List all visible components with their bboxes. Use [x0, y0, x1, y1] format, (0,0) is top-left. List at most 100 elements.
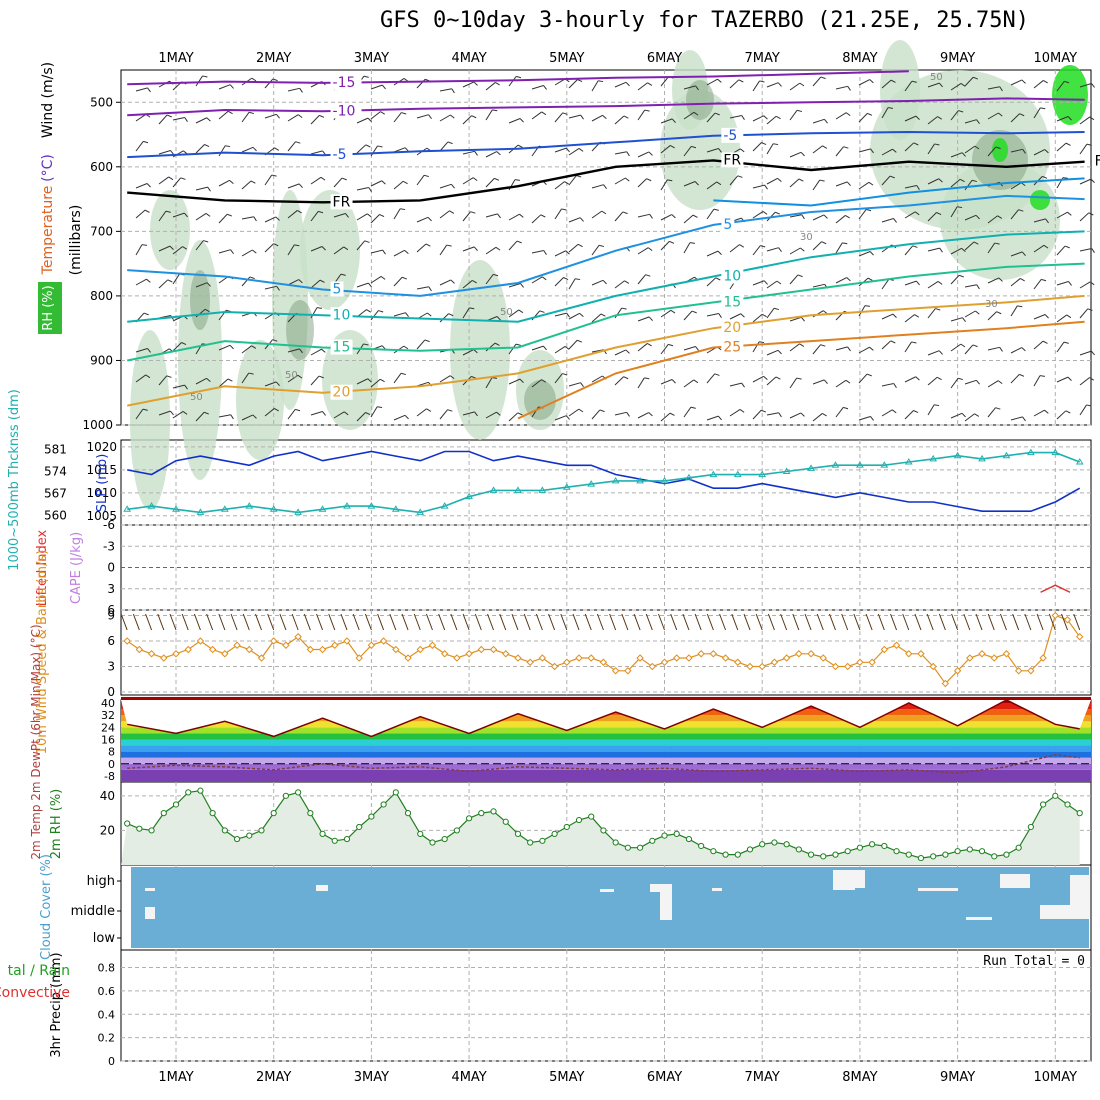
wind-barb-flag: [143, 312, 149, 316]
wind-barb-flag: [667, 179, 673, 182]
wind-barb: [683, 146, 692, 157]
wind-speed-point: [953, 667, 962, 675]
wind-barb: [485, 274, 494, 285]
wind-barb: [531, 214, 542, 224]
wind-barb-flag: [423, 174, 430, 178]
contour-label: FR: [333, 194, 351, 210]
wind-barb-flag: [515, 343, 521, 346]
contour-label: -5: [333, 147, 347, 163]
wind-barb-flag: [822, 145, 828, 149]
wind-speed-point: [978, 650, 986, 658]
wind-barb-flag: [717, 250, 722, 255]
wind-barb: [881, 148, 893, 156]
wind-barb-flag: [1022, 416, 1026, 422]
wind-barb-10m: [328, 613, 336, 631]
rh-point: [661, 832, 668, 839]
contour-label: 15: [333, 340, 351, 356]
wind-barb-flag: [623, 115, 629, 119]
wind-barb-flag: [893, 383, 897, 388]
wind-barb-flag: [295, 408, 301, 412]
wind-barb-flag: [318, 210, 324, 214]
wind-barb-flag: [669, 412, 675, 416]
wind-barb: [660, 145, 671, 154]
wind-barb: [789, 178, 800, 188]
wind-barb: [568, 382, 581, 387]
wind-speed-point: [367, 641, 376, 649]
wind-barb-flag: [167, 279, 173, 283]
wind-barb-flag: [759, 341, 765, 344]
wind-barb-flag: [1044, 149, 1049, 154]
wind-barb: [614, 177, 626, 185]
wind-barb: [683, 242, 691, 254]
wind-barb: [904, 280, 917, 286]
wind-barb-flag: [760, 245, 766, 248]
wind-barb: [568, 175, 577, 186]
wind-barb-10m: [438, 613, 446, 631]
x-day-label-bottom: 10MAY: [1034, 1070, 1078, 1085]
wind-barb: [591, 375, 603, 383]
rh-point: [978, 848, 986, 855]
wind-barb-flag: [1087, 308, 1093, 311]
wind-barb-flag: [916, 185, 920, 190]
wind-barb: [950, 317, 963, 322]
wind-barb: [356, 240, 366, 251]
wind-barb-flag: [276, 286, 280, 291]
contour-label-bg: [721, 127, 744, 143]
wind-barb: [218, 378, 229, 388]
wind-barb-10m: [291, 613, 299, 631]
wind-barb-flag: [1021, 251, 1026, 256]
wind-barb: [439, 244, 448, 256]
wind-barb-flag: [974, 145, 980, 150]
wind-barb-flag: [870, 416, 874, 421]
wind-barb: [904, 80, 913, 92]
wind-barb: [264, 174, 273, 186]
rh-point: [392, 789, 399, 796]
wind-barb: [554, 181, 565, 190]
wind-barb: [706, 250, 719, 257]
wind-barb: [287, 348, 300, 353]
wind-barb: [812, 413, 823, 422]
wind-barb-flag: [887, 107, 894, 109]
wind-barb-flag: [250, 180, 256, 184]
thickness-slp-panel: 1020 1015 1010 1005 581 574 567 560: [44, 440, 1091, 523]
wind-barb-flag: [449, 210, 455, 214]
wind-barb-flag: [1089, 377, 1095, 381]
wind-barb-flag: [1090, 178, 1095, 183]
wind-barb: [766, 280, 778, 289]
wind-barb-10m: [535, 613, 543, 631]
wind-barb: [835, 112, 847, 120]
ylabel-millibars: (millibars): [68, 205, 84, 276]
wind-barb-flag: [972, 344, 978, 348]
rh-blob: [130, 330, 170, 510]
wind-barb: [637, 316, 650, 322]
wind-barb-10m: [352, 613, 360, 631]
rh-point: [942, 851, 949, 858]
cloud-gap: [712, 888, 722, 891]
wind-barb: [508, 412, 519, 422]
wind-barb-flag: [424, 339, 430, 343]
wind-barb: [554, 373, 563, 384]
wind-barb-flag: [598, 244, 605, 248]
wind-barb: [1010, 79, 1023, 86]
wind-barb: [904, 142, 915, 152]
wind-barb: [591, 184, 604, 189]
wind-barb-flag: [761, 313, 767, 318]
wind-barb-flag: [146, 278, 151, 283]
wind-barb-flag: [1018, 209, 1024, 212]
temp-band: [121, 763, 1091, 770]
wind-speed-point: [221, 650, 229, 658]
wind-barb: [729, 115, 742, 119]
wind-barb-flag: [649, 214, 653, 219]
wind-barb: [287, 183, 300, 189]
wind-barb-flag: [775, 115, 781, 120]
wind-barb-flag: [937, 116, 943, 120]
wind-barb: [683, 111, 695, 120]
rh-blob-dark: [686, 80, 714, 120]
wind-barb-flag: [669, 240, 675, 244]
wind-barb-flag: [847, 86, 851, 91]
wind-barb: [241, 345, 252, 354]
wind-barb-flag: [272, 339, 278, 342]
ylabel-lifted-index: Lifted Index: [35, 529, 50, 606]
contour-25: [517, 320, 1085, 420]
rh-blob: [940, 160, 1060, 280]
